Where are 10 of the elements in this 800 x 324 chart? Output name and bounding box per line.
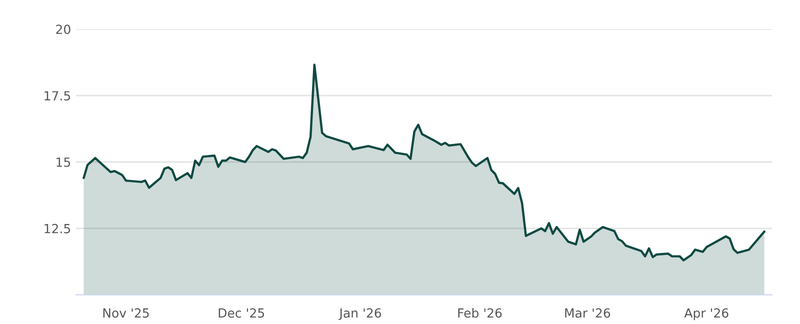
x-tick-label: Mar '26 xyxy=(565,308,610,318)
x-tick-label: Jan '26 xyxy=(338,308,382,320)
x-tick-label: Nov '25 xyxy=(103,308,149,318)
x-tick-label: Feb '26 xyxy=(458,308,502,318)
x-tick-label: Dec '25 xyxy=(218,308,264,318)
y-tick-label: 17.5 xyxy=(44,91,70,101)
y-tick-label: 20 xyxy=(56,24,70,34)
x-tick-label: Apr '26 xyxy=(684,308,728,320)
y-tick-label: 15 xyxy=(56,158,70,167)
y-tick-label: 12.5 xyxy=(44,224,70,234)
